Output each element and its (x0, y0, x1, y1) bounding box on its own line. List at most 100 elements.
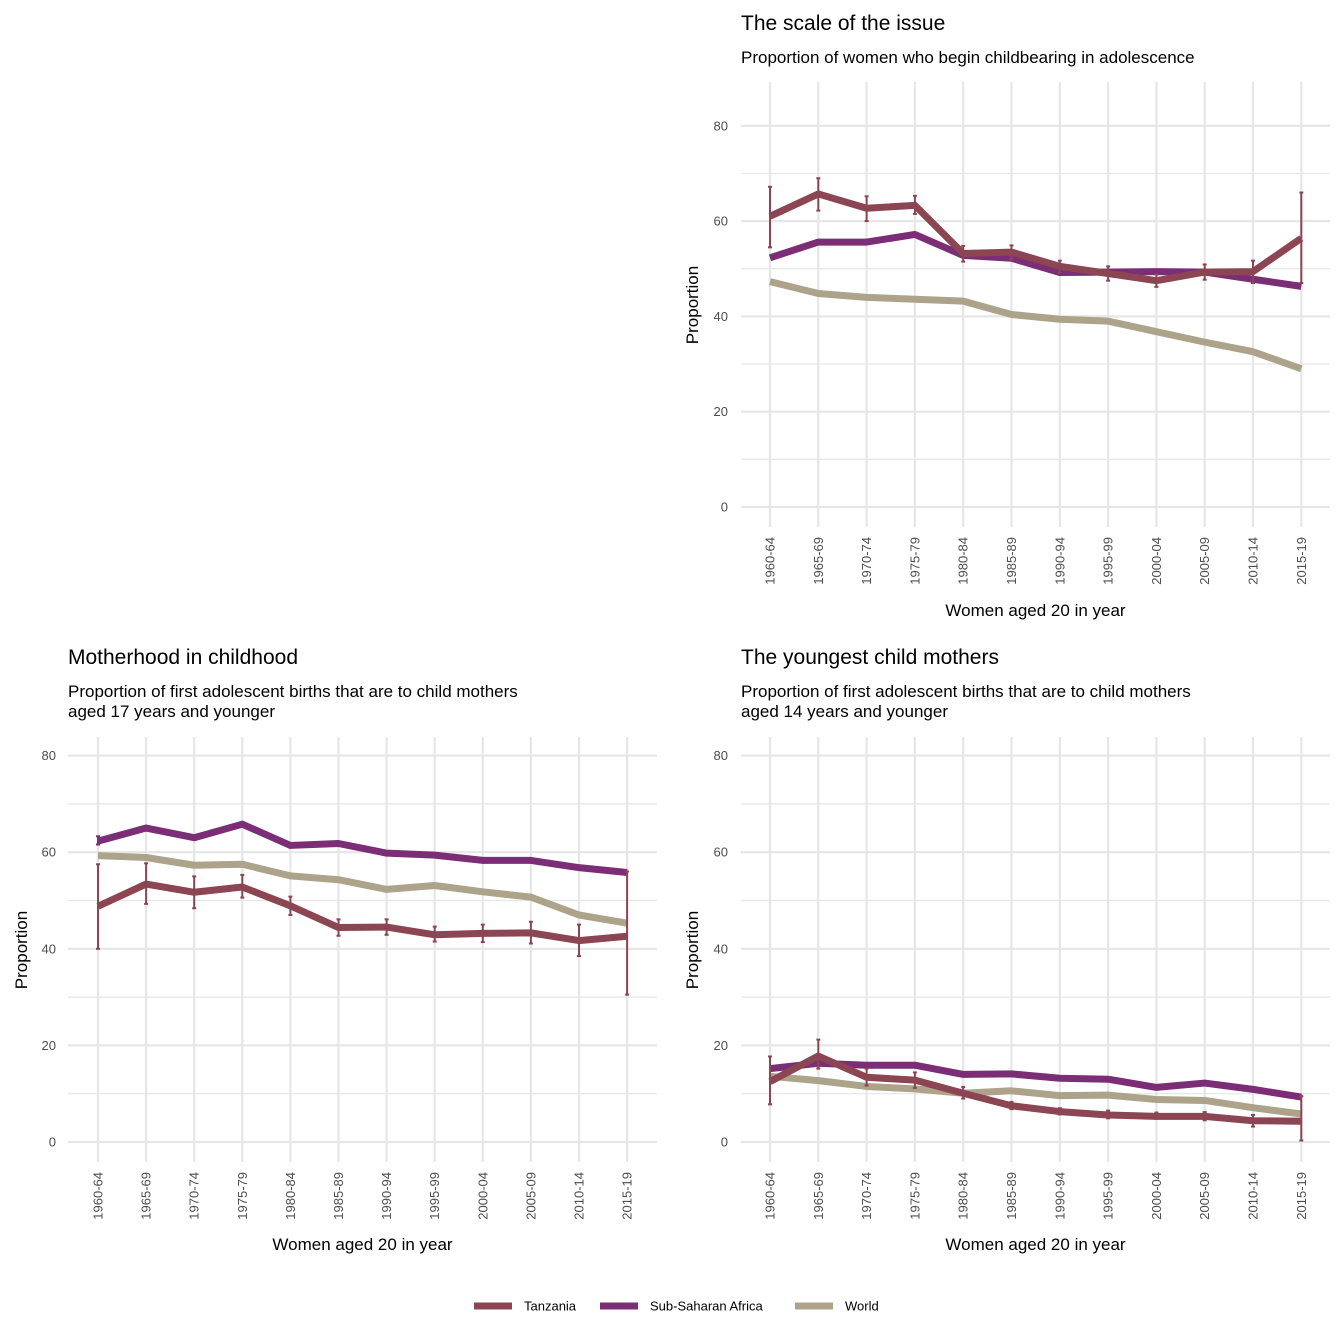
y-tick-label: 60 (714, 214, 728, 229)
y-axis-label: Proportion (683, 266, 702, 344)
panel-title: The youngest child mothers (741, 646, 999, 669)
legend: Tanzania Sub-Saharan Africa World (474, 1299, 879, 1314)
error-bar-tanzania (1057, 1107, 1062, 1116)
x-tick-label: 1975-79 (907, 1172, 922, 1220)
y-tick-label: 40 (42, 941, 56, 956)
x-tick-label: 1970-74 (859, 1172, 874, 1220)
error-bar-tanzania (192, 875, 197, 910)
error-bar-tanzania (912, 194, 917, 215)
y-tick-label: 60 (714, 845, 728, 860)
x-tick-label: 2000-04 (1149, 1172, 1164, 1220)
x-tick-label: 1980-84 (956, 1172, 971, 1220)
error-bar-tanzania (625, 870, 630, 996)
legend-item-sub-saharan-africa: Sub-Saharan Africa (600, 1299, 764, 1314)
error-bar-tanzania (1251, 1113, 1255, 1128)
y-tick-label: 20 (714, 404, 728, 419)
panel-youngest-child-mothers: 0 20 40 60 80 1960-64 1965-69 1970-74 1975-79 198… (683, 646, 1330, 1254)
x-tick-label: 2015-19 (1294, 537, 1309, 585)
x-axis-label: Women aged 20 in year (945, 601, 1126, 620)
x-tick-label: 1965-69 (139, 1172, 154, 1220)
series-tanzania (96, 862, 630, 996)
error-bar-tanzania (864, 1067, 869, 1087)
x-tick-label: 2015-19 (620, 1172, 635, 1220)
x-tick-label: 2000-04 (475, 1172, 490, 1220)
error-bar-tanzania (144, 862, 149, 905)
series-line-tanzania (768, 190, 1304, 285)
x-tick-label: 2010-14 (572, 1172, 587, 1220)
error-bar-tanzania (816, 1038, 821, 1070)
panel-subtitle: Proportion of women who begin childbeari… (741, 48, 1195, 67)
y-tick-label: 80 (714, 118, 728, 133)
series-line-world (769, 278, 1303, 373)
series-line-sub-saharan-africa (97, 820, 628, 876)
grid (741, 82, 1330, 527)
error-bar-tanzania (768, 185, 772, 249)
error-bar-tanzania (912, 1071, 917, 1089)
panel-subtitle: Proportion of first adolescent births th… (741, 682, 1191, 701)
x-tick-label: 2000-04 (1149, 537, 1164, 585)
x-tick-label: 2015-19 (1294, 1172, 1309, 1220)
error-bar-tanzania (1154, 273, 1159, 288)
y-tick-label: 80 (42, 748, 56, 763)
legend-label: World (845, 1299, 879, 1314)
error-bar-tanzania (1299, 1095, 1304, 1142)
y-tick-label: 20 (714, 1038, 728, 1053)
x-tick-label: 1995-99 (427, 1172, 442, 1220)
error-bar-tanzania (961, 1085, 966, 1100)
panel-subtitle: aged 14 years and younger (741, 702, 948, 721)
legend-item-world: World (795, 1299, 879, 1314)
x-tick-label: 1960-64 (91, 1172, 106, 1220)
series-sub-saharan-africa (96, 820, 628, 876)
error-bar-tanzania (1299, 191, 1304, 285)
legend-item-tanzania: Tanzania (474, 1299, 577, 1314)
x-tick-label: 1965-69 (811, 537, 826, 585)
x-tick-label: 1990-94 (1052, 1172, 1067, 1220)
x-tick-label: 1970-74 (187, 1172, 202, 1220)
error-bar-tanzania (864, 195, 869, 223)
x-tick-label: 1980-84 (283, 1172, 298, 1220)
error-bar-tanzania (1251, 259, 1255, 285)
x-tick-label: 1975-79 (235, 1172, 250, 1220)
grid (741, 737, 1330, 1162)
x-tick-label: 1960-64 (763, 537, 778, 585)
error-bar-tanzania (96, 863, 100, 950)
error-bar-tanzania (768, 1055, 772, 1106)
series-tanzania (768, 177, 1304, 288)
error-bar-tanzania (528, 920, 533, 945)
x-axis-label: Women aged 20 in year (945, 1235, 1126, 1254)
error-bar-tanzania (240, 873, 245, 899)
error-bar-tanzania (336, 918, 341, 937)
series-line-world (97, 852, 628, 927)
x-tick-label: 1985-89 (1004, 537, 1019, 585)
grid (68, 737, 657, 1162)
error-bar-tanzania (1106, 1109, 1111, 1120)
error-bar-tanzania (816, 177, 821, 212)
series-line-tanzania (96, 880, 628, 945)
y-axis-label: Proportion (12, 911, 31, 989)
x-tick-label: 1990-94 (1052, 537, 1067, 585)
error-bar-tanzania (577, 923, 581, 958)
panel-title: The scale of the issue (741, 12, 945, 35)
panel-subtitle: Proportion of first adolescent births th… (68, 682, 518, 701)
x-axis-label: Women aged 20 in year (272, 1235, 453, 1254)
panel-motherhood-in-childhood: 0 20 40 60 80 1960-64 1965-69 1970-74 1975-79 198… (12, 646, 657, 1254)
y-tick-label: 0 (49, 1135, 56, 1150)
y-tick-label: 80 (714, 748, 728, 763)
error-bar-tanzania (1057, 259, 1062, 274)
y-tick-label: 0 (721, 500, 728, 515)
error-bar-tanzania (961, 244, 966, 263)
x-tick-label: 1980-84 (956, 537, 971, 585)
x-tick-label: 1995-99 (1101, 537, 1116, 585)
panel-scale-of-issue: 0 20 40 60 80 1960-64 1965-69 1970-74 1975-79 198… (683, 12, 1330, 620)
series-world (769, 278, 1303, 373)
error-bar-tanzania (1009, 1100, 1014, 1111)
x-tick-label: 2005-09 (1197, 1172, 1212, 1220)
error-bar-tanzania (384, 918, 389, 936)
y-tick-label: 60 (42, 845, 56, 860)
x-tick-label: 2005-09 (523, 1172, 538, 1220)
x-tick-label: 2005-09 (1197, 537, 1212, 585)
x-tick-label: 1985-89 (1004, 1172, 1019, 1220)
panel-title: Motherhood in childhood (68, 646, 298, 669)
x-tick-label: 1985-89 (331, 1172, 346, 1220)
